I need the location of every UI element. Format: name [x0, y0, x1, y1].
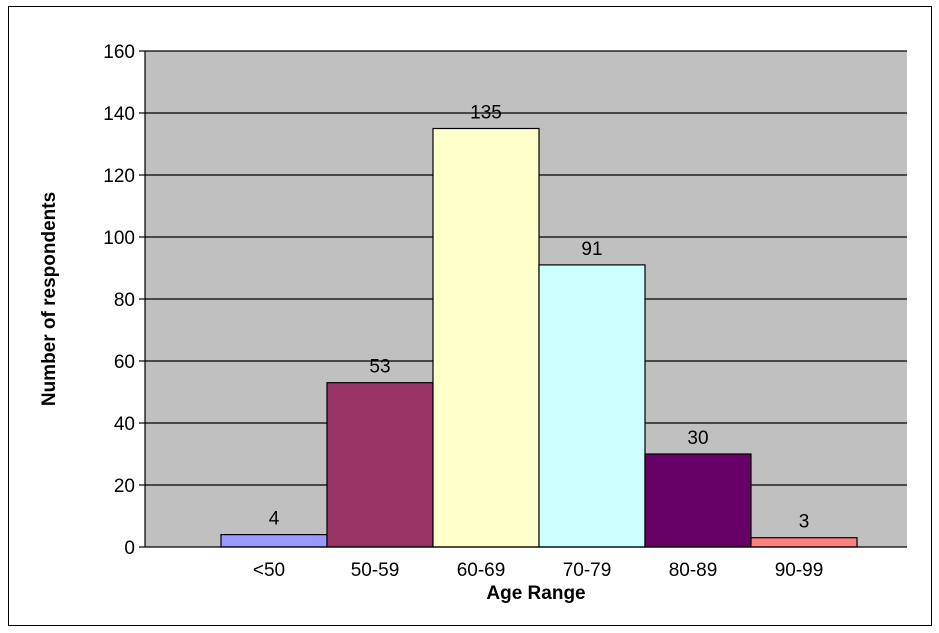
y-axis-title: Number of respondents	[39, 192, 60, 406]
data-label: 3	[799, 512, 810, 533]
bar	[644, 453, 752, 548]
y-tick-label: 80	[114, 290, 135, 311]
data-label: 135	[470, 103, 502, 124]
x-tick-label: <50	[253, 560, 285, 581]
data-labels: 4 53 135 91 30 3	[269, 103, 810, 533]
y-tick-label: 20	[114, 476, 135, 497]
x-tick-label: 70-79	[563, 560, 612, 581]
bars	[220, 127, 858, 548]
data-label: 30	[687, 428, 708, 449]
bar	[538, 264, 646, 548]
x-tick-label: 50-59	[351, 560, 400, 581]
y-tick-label: 160	[103, 42, 135, 63]
x-axis-title: Age Range	[486, 583, 585, 604]
y-tick-label: 0	[124, 538, 135, 559]
axes	[139, 50, 907, 548]
y-tick-label: 40	[114, 414, 135, 435]
bar	[750, 537, 858, 548]
bar	[326, 382, 434, 548]
data-label: 53	[369, 357, 390, 378]
x-tick-labels: <50 50-59 60-69 70-79 80-89 90-99	[253, 560, 823, 581]
bar	[432, 127, 540, 548]
x-tick-label: 80-89	[669, 560, 718, 581]
y-tick-label: 140	[103, 104, 135, 125]
y-tick-label: 120	[103, 166, 135, 187]
data-label: 91	[581, 239, 602, 260]
x-tick-label: 60-69	[457, 560, 506, 581]
data-label: 4	[269, 509, 280, 530]
y-tick-label: 60	[114, 352, 135, 373]
bar	[220, 533, 328, 548]
y-tick-labels: 0 20 40 60 80 100 120 140 160	[103, 42, 135, 559]
x-tick-label: 90-99	[775, 560, 824, 581]
y-tick-label: 100	[103, 228, 135, 249]
